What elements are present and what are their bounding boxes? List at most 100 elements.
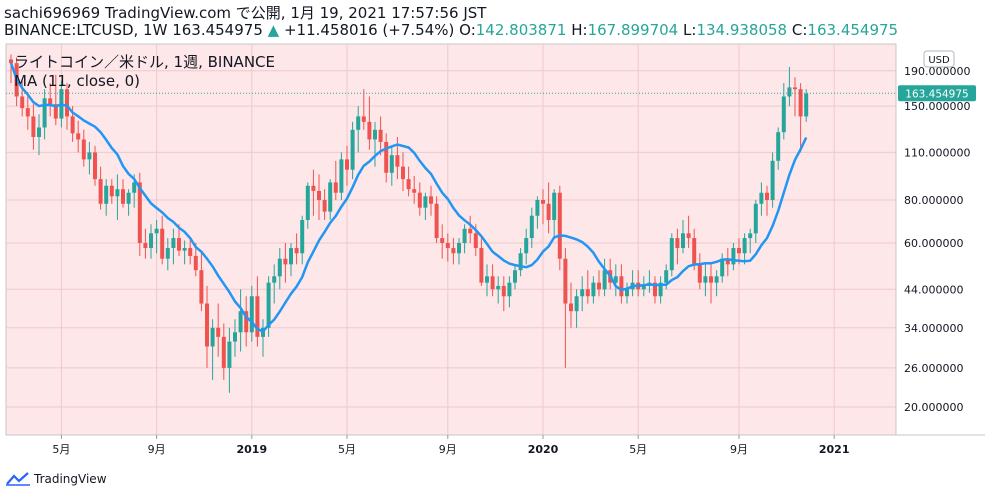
- candle: [48, 83, 53, 117]
- candle: [389, 145, 394, 186]
- y-tick-label: 26.000000: [904, 362, 964, 375]
- candle-body: [333, 182, 338, 193]
- candle-body: [552, 192, 557, 220]
- candle-body: [193, 255, 198, 271]
- open-label: O:: [459, 21, 476, 39]
- candle: [457, 238, 461, 265]
- tradingview-logo[interactable]: TradingView: [6, 472, 107, 486]
- candle-body: [462, 228, 467, 243]
- candle: [574, 289, 579, 328]
- candle: [535, 196, 540, 229]
- legend-indicator: MA (11, close, 0): [14, 72, 140, 90]
- candle: [490, 264, 495, 297]
- candle: [658, 276, 663, 304]
- candle-body: [613, 276, 618, 283]
- candle-body: [227, 341, 232, 368]
- candle: [591, 276, 596, 304]
- candle: [417, 182, 422, 216]
- change-up-icon: ▲: [267, 21, 280, 39]
- candle: [541, 189, 545, 225]
- candle: [361, 89, 366, 130]
- candle: [619, 264, 624, 304]
- candle: [753, 200, 758, 243]
- price-axis[interactable]: 20.000000 26.000000 34.000000 44.000000 60.0…: [904, 40, 970, 414]
- candle-body: [457, 242, 461, 254]
- candle-body: [289, 248, 293, 265]
- candle: [31, 104, 36, 150]
- x-tick-label: 9月: [730, 443, 748, 456]
- candle: [182, 240, 187, 265]
- candle: [311, 169, 316, 216]
- currency-badge[interactable]: [923, 50, 955, 68]
- candle-body: [776, 132, 781, 161]
- candle-body: [356, 116, 361, 130]
- y-tick-label: 34.000000: [904, 322, 964, 335]
- candle: [238, 289, 243, 352]
- candle: [177, 224, 181, 256]
- candle: [300, 215, 305, 265]
- candle-body: [205, 303, 209, 347]
- candle-body: [339, 159, 344, 193]
- candle-body: [70, 116, 75, 134]
- candle-body: [171, 238, 176, 249]
- candle-body: [597, 282, 601, 290]
- candle: [765, 185, 769, 216]
- candle-body: [793, 87, 797, 90]
- publish-info: sachi696969 TradingView.com で公開, 1月 19, …: [4, 4, 487, 22]
- time-axis[interactable]: 5月 9月 2019 5月 9月 2020 5月 9月 2021: [52, 435, 850, 456]
- candle: [81, 129, 86, 167]
- candle: [692, 228, 697, 271]
- candle-body: [529, 215, 534, 239]
- low-value: 134.938058: [696, 21, 788, 39]
- candle-body: [160, 228, 165, 259]
- candle: [205, 285, 209, 368]
- candle-body: [580, 289, 585, 297]
- candle: [440, 224, 445, 259]
- candle-body: [37, 127, 41, 137]
- candle: [451, 238, 456, 265]
- candle-body: [602, 270, 607, 290]
- candle-body: [182, 248, 187, 251]
- plot-area[interactable]: [5, 43, 897, 436]
- candle: [199, 253, 204, 312]
- candle: [507, 276, 512, 308]
- candle: [501, 276, 506, 312]
- candle-body: [479, 248, 484, 283]
- candle: [625, 282, 629, 304]
- candle-body: [473, 233, 478, 249]
- candle-body: [619, 276, 624, 297]
- candle: [485, 264, 489, 297]
- legend-title: ライトコイン／米ドル, 1週, BINANCE: [14, 53, 275, 71]
- candle: [714, 270, 719, 297]
- candle-body: [787, 87, 792, 97]
- x-tick-label: 5月: [629, 443, 647, 456]
- candle-body: [423, 196, 428, 208]
- candle: [770, 152, 775, 208]
- candle: [160, 215, 165, 265]
- candle: [121, 179, 125, 208]
- candle: [462, 224, 467, 254]
- candle-body: [126, 192, 131, 204]
- candle-body: [664, 270, 669, 283]
- candle: [109, 179, 114, 204]
- candle-body: [48, 98, 53, 105]
- y-tick-label: 44.000000: [904, 283, 964, 296]
- candle-body: [742, 238, 747, 254]
- candle: [289, 242, 293, 277]
- price-chart[interactable]: 20.000000 26.000000 34.000000 44.000000 60.0…: [0, 40, 985, 470]
- candle: [98, 166, 103, 210]
- candle-body: [31, 116, 36, 137]
- candle-body: [518, 253, 523, 271]
- candle: [244, 296, 249, 347]
- candle-body: [121, 189, 125, 204]
- candle: [171, 228, 176, 265]
- candle: [793, 77, 797, 117]
- candle: [759, 182, 764, 216]
- candle-body: [641, 285, 646, 290]
- candle: [479, 238, 484, 286]
- candle-body: [266, 282, 271, 328]
- y-tick-label: 110.000000: [904, 146, 970, 159]
- candle-body: [25, 108, 30, 117]
- candle-body: [165, 248, 170, 259]
- candle-body: [395, 155, 400, 167]
